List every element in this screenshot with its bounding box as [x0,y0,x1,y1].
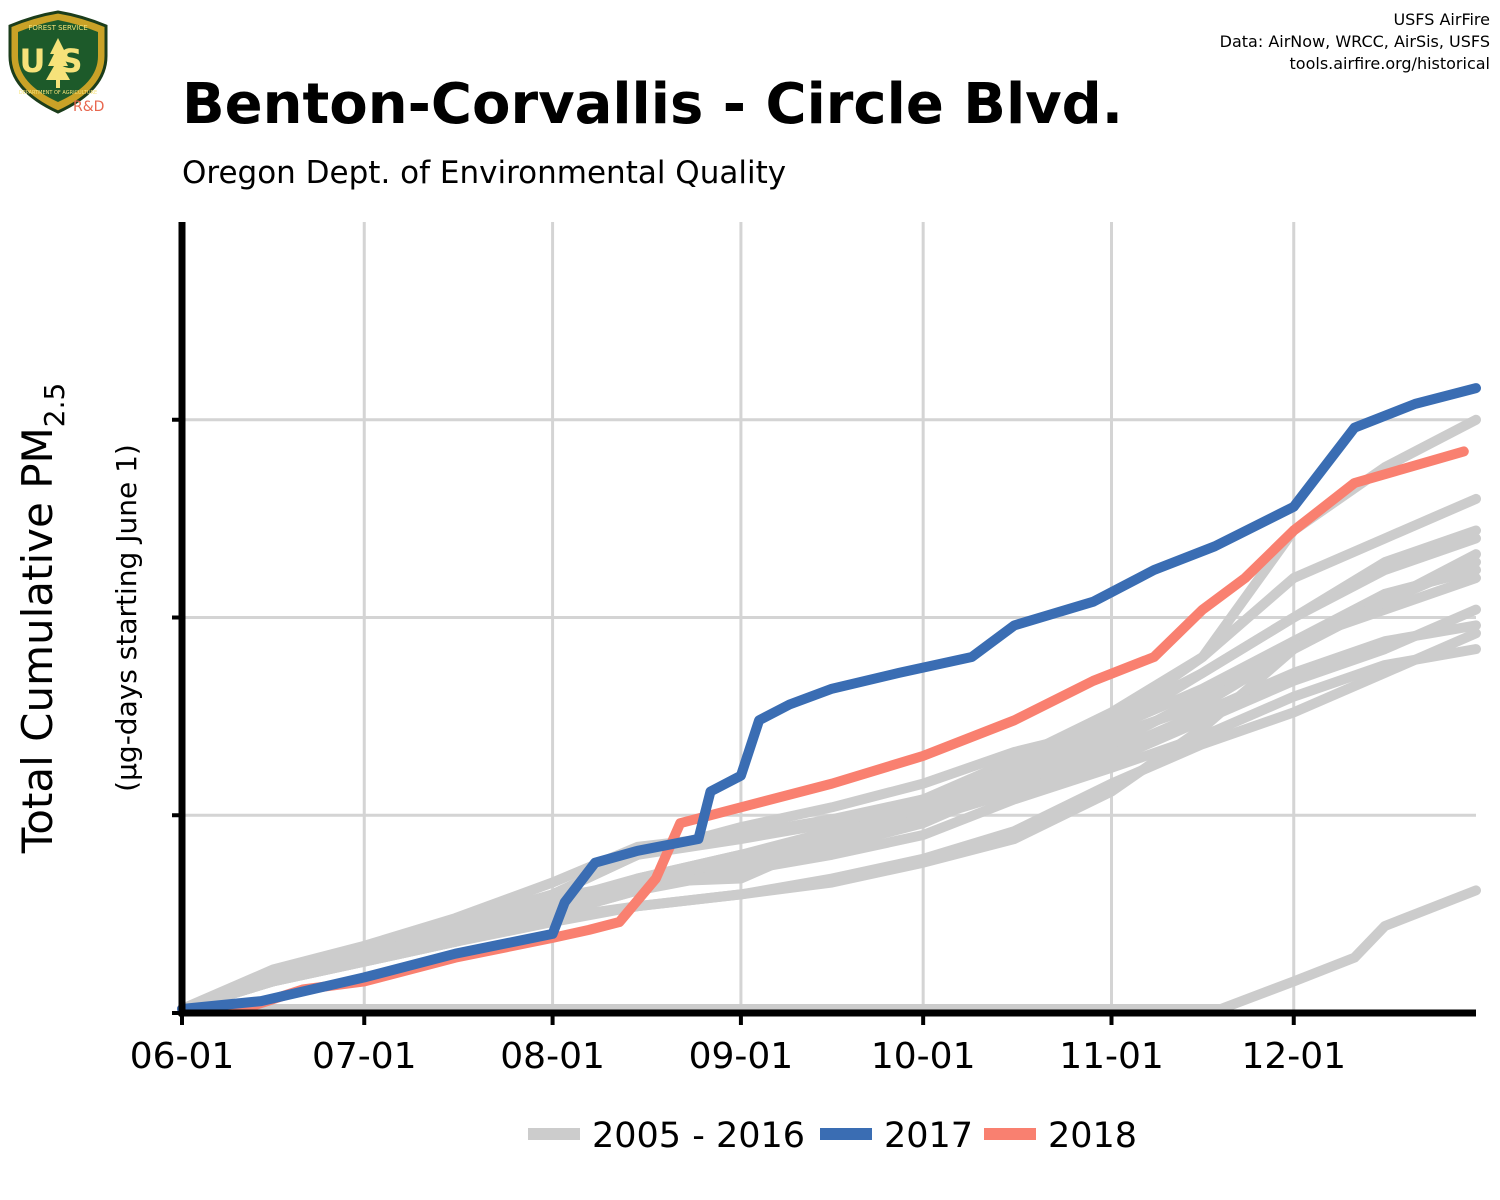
chart-subtitle: Oregon Dept. of Environmental Quality [182,155,787,191]
y-axis-note: (µg-days starting June 1) [110,444,143,792]
tree-icon [46,38,70,88]
credit-data-sources: Data: AirNow, WRCC, AirSis, USFS [1219,32,1490,51]
series-layer [177,383,1481,1014]
credit-agency: USFS AirFire [1393,10,1490,29]
logo-top-text: FOREST SERVICE [28,24,87,32]
x-tick-label-5: 11-01 [1059,1036,1164,1077]
x-tick-label-2: 08-01 [500,1036,605,1077]
legend-label-1: 2017 [884,1116,973,1156]
x-tick-labels: 06-01 07-01 08-01 09-01 10-01 11-01 12-01 [130,1036,1346,1077]
series-line-y2018-14 [177,446,1469,1014]
logo-bottom-text: DEPARTMENT OF AGRICULTURE [19,90,97,96]
axis-layer [172,222,1476,1025]
series-line-history-1 [177,493,1481,1014]
x-tick-label-6: 12-01 [1241,1036,1346,1077]
y-axis-label-main: Total Cumulative PM [13,427,62,854]
series-line-history-9 [177,549,1481,1014]
chart-title: Benton-Corvallis - Circle Blvd. [182,72,1124,137]
y-axis-title: Total Cumulative PM2.5 [13,383,71,855]
y-axis-label-subscript: 2.5 [38,383,71,428]
series-line-history-10 [177,557,1481,1014]
usfs-logo: FOREST SERVICE US DEPARTMENT OF AGRICULT… [8,10,108,114]
logo-tag: R&D [73,99,105,115]
x-tick-label-4: 10-01 [871,1036,976,1077]
x-tick-label-3: 09-01 [689,1036,794,1077]
legend: 2005 - 2016 2017 2018 [528,1116,1137,1156]
legend-label-2: 2018 [1048,1116,1137,1156]
legend-label-0: 2005 - 2016 [592,1116,805,1156]
y-axis-label: Total Cumulative PM2.5 [13,383,71,855]
series-line-y2017-13 [177,383,1481,1014]
x-tick-label-0: 06-01 [130,1036,235,1077]
series-line-history-12 [177,885,1481,1014]
series-line-history-11 [177,414,1481,1014]
grid-layer [180,222,1476,1013]
x-tick-label-1: 07-01 [312,1036,417,1077]
credit-url: tools.airfire.org/historical [1289,54,1490,73]
